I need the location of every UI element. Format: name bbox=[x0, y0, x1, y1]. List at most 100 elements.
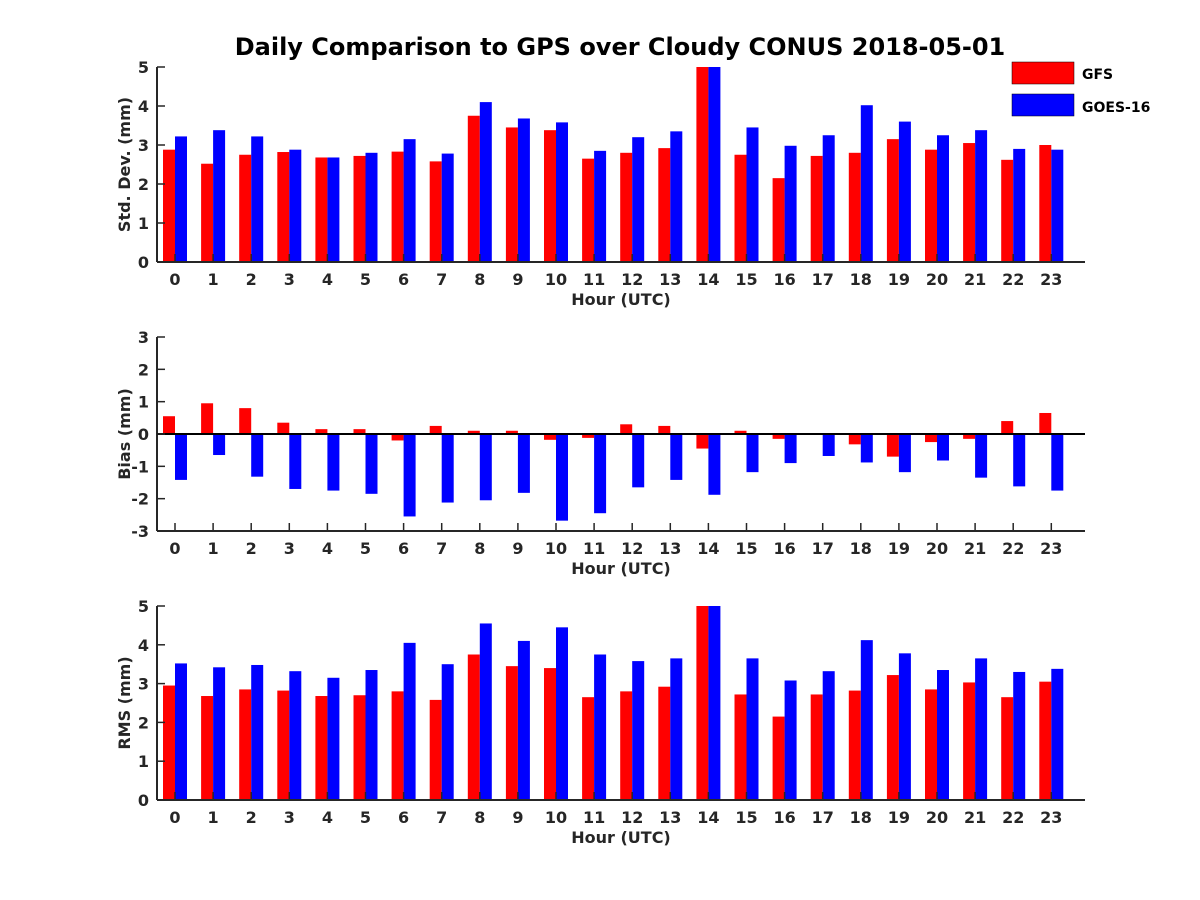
bias-bar-goes16-4 bbox=[327, 434, 340, 491]
bias-xtick-label: 2 bbox=[246, 539, 257, 558]
bias-bar-goes16-14 bbox=[708, 434, 721, 495]
std-dev-bar-goes16-11 bbox=[594, 150, 607, 262]
rms-xtick-label: 18 bbox=[850, 808, 872, 827]
std-dev-bar-gfs-2 bbox=[239, 154, 252, 262]
std-dev-bar-gfs-11 bbox=[582, 158, 595, 262]
bias-bar-gfs-1 bbox=[201, 403, 214, 434]
rms-xtick-label: 17 bbox=[812, 808, 834, 827]
bias-xtick-label: 10 bbox=[545, 539, 567, 558]
bias-xtick-label: 8 bbox=[474, 539, 485, 558]
rms-xtick-label: 15 bbox=[735, 808, 757, 827]
bias-bar-gfs-20 bbox=[925, 434, 937, 443]
rms-xtick-label: 2 bbox=[246, 808, 257, 827]
std-dev-ytick-label: 3 bbox=[138, 136, 149, 155]
std-dev-bar-gfs-7 bbox=[429, 161, 442, 262]
rms-xtick-label: 0 bbox=[169, 808, 180, 827]
rms-bar-gfs-14 bbox=[696, 606, 709, 800]
rms-xtick-label: 6 bbox=[398, 808, 409, 827]
rms-ytick-label: 3 bbox=[138, 675, 149, 694]
rms-xtick-label: 14 bbox=[697, 808, 719, 827]
bias-bar-gfs-14 bbox=[696, 434, 709, 449]
bias-xtick-label: 1 bbox=[208, 539, 219, 558]
rms-xtick-label: 20 bbox=[926, 808, 948, 827]
rms-bar-gfs-22 bbox=[1001, 697, 1014, 800]
std-dev-xtick-label: 15 bbox=[735, 270, 757, 289]
std-dev-bar-goes16-19 bbox=[898, 121, 911, 262]
bias-ytick-label: 1 bbox=[138, 393, 149, 412]
rms-x-axis-label: Hour (UTC) bbox=[571, 828, 671, 847]
bias-xtick-label: 16 bbox=[773, 539, 795, 558]
std-dev-bar-gfs-20 bbox=[925, 149, 937, 262]
std-dev-bar-goes16-18 bbox=[860, 105, 873, 262]
bias-xtick-label: 4 bbox=[322, 539, 333, 558]
bias-bar-gfs-21 bbox=[963, 434, 976, 439]
rms-bar-gfs-5 bbox=[353, 695, 366, 800]
bias-bar-goes16-0 bbox=[175, 434, 187, 480]
std-dev-xtick-label: 6 bbox=[398, 270, 409, 289]
std-dev-bar-gfs-21 bbox=[963, 143, 976, 262]
rms-bar-gfs-10 bbox=[544, 668, 556, 800]
rms-bar-goes16-17 bbox=[822, 671, 835, 800]
std-dev-xtick-label: 16 bbox=[773, 270, 795, 289]
std-dev-bar-goes16-0 bbox=[175, 136, 187, 262]
std-dev-bar-gfs-18 bbox=[848, 152, 861, 262]
std-dev-bar-goes16-5 bbox=[365, 152, 378, 262]
rms-ytick-label: 4 bbox=[138, 636, 149, 655]
bias-bar-goes16-7 bbox=[441, 434, 454, 503]
std-dev-bar-goes16-8 bbox=[479, 102, 492, 262]
bias-bar-gfs-9 bbox=[505, 430, 518, 434]
std-dev-bar-gfs-0 bbox=[163, 149, 175, 262]
std-dev-bar-gfs-10 bbox=[544, 130, 556, 262]
rms-xtick-label: 13 bbox=[659, 808, 681, 827]
bias-x-axis-label: Hour (UTC) bbox=[571, 559, 671, 578]
rms-bar-gfs-15 bbox=[734, 694, 747, 800]
rms-xtick-label: 4 bbox=[322, 808, 333, 827]
std-dev-bar-goes16-3 bbox=[289, 149, 302, 262]
rms-bar-gfs-17 bbox=[810, 694, 823, 800]
std-dev-xtick-label: 1 bbox=[208, 270, 219, 289]
rms-xtick-label: 7 bbox=[436, 808, 447, 827]
std-dev-bar-gfs-14 bbox=[696, 67, 709, 262]
rms-bar-goes16-20 bbox=[937, 670, 949, 800]
rms-bar-gfs-8 bbox=[467, 654, 480, 800]
std-dev-xtick-label: 7 bbox=[436, 270, 447, 289]
bias-ytick-label: 2 bbox=[138, 360, 149, 379]
std-dev-bar-gfs-1 bbox=[201, 163, 214, 262]
bias-bar-gfs-8 bbox=[467, 430, 480, 434]
std-dev-ytick-label: 5 bbox=[138, 58, 149, 77]
legend-swatch-goes16 bbox=[1011, 93, 1075, 117]
std-dev-bar-goes16-4 bbox=[327, 157, 340, 262]
std-dev-xtick-label: 19 bbox=[888, 270, 910, 289]
bias-bar-gfs-19 bbox=[886, 434, 899, 457]
rms-bar-gfs-21 bbox=[963, 682, 976, 800]
std-dev-bar-gfs-5 bbox=[353, 155, 366, 262]
bias-ytick-label: 0 bbox=[138, 425, 149, 444]
bias-xtick-label: 9 bbox=[512, 539, 523, 558]
std-dev-bar-goes16-20 bbox=[937, 135, 949, 262]
std-dev-xtick-label: 18 bbox=[850, 270, 872, 289]
std-dev-bar-goes16-10 bbox=[556, 122, 568, 262]
bias-bar-goes16-3 bbox=[289, 434, 302, 489]
bias-bar-goes16-15 bbox=[746, 434, 759, 473]
std-dev-xtick-label: 11 bbox=[583, 270, 605, 289]
std-dev-xtick-label: 20 bbox=[926, 270, 948, 289]
rms-bar-gfs-11 bbox=[582, 697, 595, 800]
bias-xtick-label: 15 bbox=[735, 539, 757, 558]
std-dev-xtick-label: 12 bbox=[621, 270, 643, 289]
rms-bar-gfs-3 bbox=[277, 690, 290, 800]
bias-xtick-label: 12 bbox=[621, 539, 643, 558]
bias-bar-goes16-10 bbox=[556, 434, 568, 521]
std-dev-xtick-label: 10 bbox=[545, 270, 567, 289]
std-dev-xtick-label: 5 bbox=[360, 270, 371, 289]
bias-xtick-label: 5 bbox=[360, 539, 371, 558]
rms-bar-goes16-10 bbox=[556, 627, 568, 800]
bias-ytick-label: -2 bbox=[131, 490, 149, 509]
bias-bar-goes16-12 bbox=[632, 434, 645, 488]
bias-bar-goes16-8 bbox=[479, 434, 492, 501]
bias-bar-gfs-22 bbox=[1001, 421, 1014, 434]
bias-bar-goes16-17 bbox=[822, 434, 835, 456]
std-dev-xtick-label: 21 bbox=[964, 270, 986, 289]
